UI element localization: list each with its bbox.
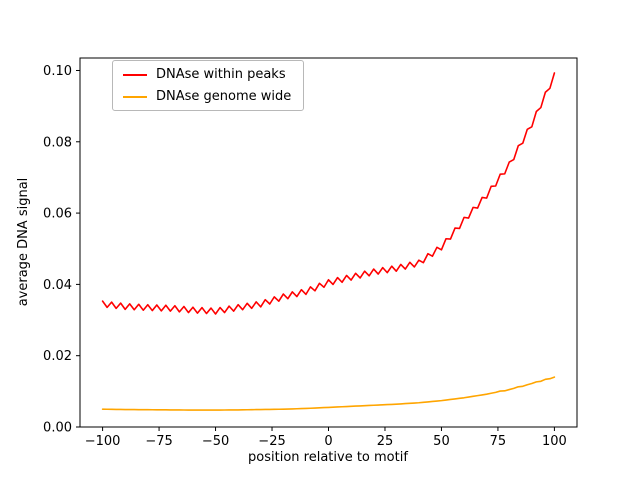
x-tick-label: −50 xyxy=(202,434,229,449)
series-line xyxy=(101,376,556,411)
legend-line-swatch-orange xyxy=(123,95,147,98)
y-tick-label: 0.08 xyxy=(43,135,72,150)
legend-item-label: DNAse genome wide xyxy=(156,89,292,104)
x-tick-label: 100 xyxy=(542,434,567,449)
legend-item: DNAse genome wide xyxy=(123,90,291,103)
y-tick-label: 0.10 xyxy=(43,64,72,79)
legend-item: DNAse within peaks xyxy=(123,68,291,81)
series-line xyxy=(101,72,556,315)
y-tick-label: 0.06 xyxy=(43,207,72,222)
x-tick-label: 50 xyxy=(433,434,450,449)
series-lines xyxy=(101,72,556,411)
y-tick-label: 0.00 xyxy=(43,421,72,436)
x-tick-label: 25 xyxy=(377,434,394,449)
x-tick-label: 75 xyxy=(490,434,507,449)
x-tick-label: 0 xyxy=(324,434,332,449)
y-tick-label: 0.02 xyxy=(43,349,72,364)
y-axis-ticks: 0.00 0.02 0.04 0.06 0.08 0.10 xyxy=(43,64,80,436)
x-tick-label: −25 xyxy=(258,434,285,449)
legend-line-swatch-red xyxy=(123,73,147,76)
y-tick-label: 0.04 xyxy=(43,278,72,293)
x-axis-label: position relative to motif xyxy=(248,450,408,465)
x-tick-label: −100 xyxy=(85,434,121,449)
y-axis-label: average DNA signal xyxy=(16,178,31,307)
x-tick-label: −75 xyxy=(145,434,172,449)
legend: DNAse within peaks DNAse genome wide xyxy=(112,60,305,111)
plot-area xyxy=(79,57,578,428)
x-axis-ticks: −100 −75 −50 −25 0 25 50 75 100 xyxy=(85,427,567,449)
legend-item-label: DNAse within peaks xyxy=(156,67,286,82)
